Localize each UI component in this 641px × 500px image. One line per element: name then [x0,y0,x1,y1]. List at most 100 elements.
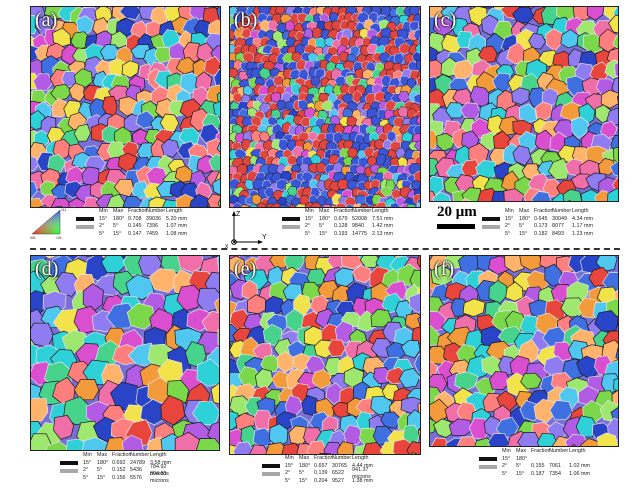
legend-cell-min: 5° [505,230,511,237]
legend-cell-min: 15° [305,215,314,222]
legend-cell-min: 2° [99,223,105,230]
legend-cell-nu: 7061 [549,463,561,470]
grain [135,110,155,129]
grain [351,264,373,284]
grain [160,394,186,426]
legend-cell-max: 5° [319,223,325,230]
legend-cell-le: 804.83 microns [150,471,169,485]
grain [247,107,257,118]
grain [571,444,577,446]
legend-row: 2° 5° 0.152 5436 784.92 microns [60,464,180,477]
grain [45,256,56,259]
panel-label-a: (a) [35,9,58,31]
grain [400,340,420,359]
grain [241,27,251,39]
grain [230,256,246,277]
panel-label-b: (b) [234,9,258,31]
grain [393,52,405,66]
grain [415,42,420,55]
grain [612,34,618,50]
grain [232,441,255,454]
legend-cell-nu: 52008 [352,215,367,222]
legend-cell-nu: 9527 [332,477,344,484]
grain-map-e [230,256,420,454]
legend-cell-le: 1.23 mm [572,230,593,237]
grain-map-a [31,7,220,207]
grain [185,341,207,369]
legend-header-row: Min Max Fraction Number Length [479,448,599,456]
legend-cell-nu: 30765 [332,462,347,469]
legend-row: 5° 15° 0.193 14775 2.13 mm [282,231,402,239]
grain [287,203,297,207]
legend-row: 5° 15° 0.147 7459 1.08 mm [76,231,196,239]
grain [419,374,420,381]
legend-cell-nu: 5436 [130,467,142,474]
legend-cell-fr: 0.147 [128,230,142,237]
legend-cell-min: 2° [83,467,89,474]
legend-row: 5° 15° 0.156 5576 804.83 microns [60,471,180,484]
axis-x-label: X [225,244,229,248]
grain [206,193,220,207]
high-angle-line-key [76,217,94,222]
boundary-legend-e: Min Max Fraction Number Length 15° 180° 0.657 30… [262,455,382,485]
legend-cell-nu: 39036 [146,215,161,222]
grain [527,7,535,10]
grain [31,397,49,422]
legend-cell-nu: 7459 [146,230,158,237]
legend-row: 2° 5° 0.173 8077 1.17 mm [482,223,602,231]
axis-y-label: Y [262,234,267,241]
grain [528,33,547,50]
high-angle-line-key [262,464,280,469]
grain [400,396,420,414]
grain [336,441,354,454]
grain [613,378,618,392]
grain [416,256,420,268]
legend-row: 15° 180° 0.645 30049 4.34 mm [482,216,602,224]
legend-cell-min: 5° [83,474,89,481]
grain [481,14,499,36]
grain [131,180,150,200]
grain [307,51,319,63]
legend-cell-le: 3.58 mm [150,459,171,466]
grain [230,29,236,41]
grain [31,14,39,35]
legend-header-min: Min [285,455,294,462]
legend-cell-min: 2° [285,470,291,477]
axis-z-label: Z [236,211,241,218]
boundary-legend-a: Min Max Fraction Number Length 15° 180° 0.708 39… [76,208,196,238]
grain [196,358,219,387]
legend-cell-max: 15° [299,477,308,484]
low-angle-line-key [482,224,500,229]
grain [242,51,255,64]
grain [432,418,455,438]
grain [159,113,180,132]
legend-header-min: Min [305,208,314,215]
grain [258,7,272,15]
ebsd-map-b: (b) [229,6,421,208]
legend-cell-max: 180° [97,459,109,466]
legend-header-le: Length [572,208,589,215]
legend-cell-min: 5° [502,470,508,477]
legend-cell-max: 180° [319,215,331,222]
ebsd-map-d: (d) [30,255,220,451]
legend-cell-max: 5° [299,470,305,477]
low-angle-line-key [282,224,300,229]
grain [505,281,524,302]
legend-cell-min: 2° [305,223,311,230]
legend-cell-fr: 0.679 [334,215,348,222]
grain [609,160,618,177]
grain [189,193,210,207]
legend-header-fr: Fraction [534,208,554,215]
grain [462,298,486,317]
legend-cell-nu: 14775 [352,230,367,237]
grain [212,178,220,196]
grain [417,428,420,442]
legend-cell-fr: 0.152 [112,467,126,474]
grain [417,316,420,328]
grain [195,438,219,450]
grain [359,204,369,207]
legend-key-spacer [482,210,500,214]
grain [239,204,249,207]
grain [611,77,618,97]
grain [230,187,234,197]
